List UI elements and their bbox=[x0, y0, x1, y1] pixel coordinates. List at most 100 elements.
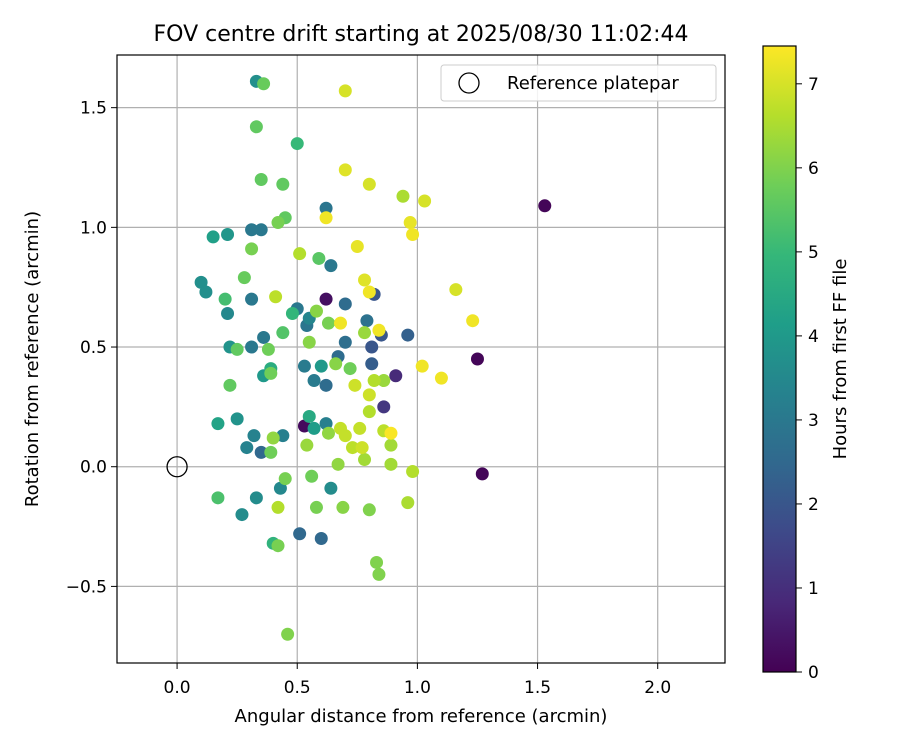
data-point bbox=[271, 216, 285, 230]
data-point bbox=[406, 228, 420, 242]
data-point bbox=[319, 292, 333, 306]
data-point bbox=[271, 500, 285, 514]
colorbar-tick-label: 4 bbox=[808, 327, 819, 347]
data-point bbox=[276, 326, 290, 340]
data-point bbox=[418, 194, 432, 208]
x-tick-label: 1.0 bbox=[404, 678, 431, 698]
data-point bbox=[309, 304, 323, 318]
data-point bbox=[355, 441, 369, 455]
data-point bbox=[278, 472, 292, 486]
data-point bbox=[206, 230, 220, 244]
data-point bbox=[211, 491, 225, 505]
data-point bbox=[230, 412, 244, 426]
data-point bbox=[307, 421, 321, 435]
data-point bbox=[240, 441, 254, 455]
data-point bbox=[312, 251, 326, 265]
data-point bbox=[254, 223, 268, 237]
data-point bbox=[223, 378, 237, 392]
colorbar-label: Hours from first FF file bbox=[830, 259, 851, 460]
data-point bbox=[211, 417, 225, 431]
data-point bbox=[346, 441, 360, 455]
y-tick-label: 1.5 bbox=[80, 99, 107, 119]
data-point bbox=[331, 457, 345, 471]
data-point bbox=[370, 555, 384, 569]
legend: Reference platepar bbox=[440, 64, 717, 102]
colorbar-tick-label: 2 bbox=[808, 495, 819, 515]
data-point bbox=[269, 290, 283, 304]
data-point bbox=[365, 357, 379, 371]
data-point bbox=[338, 335, 352, 349]
data-point bbox=[372, 567, 386, 581]
data-point bbox=[367, 374, 381, 388]
data-point bbox=[321, 426, 335, 440]
data-point bbox=[285, 307, 299, 321]
plot-frame bbox=[116, 54, 726, 664]
colorbar-tick-label: 6 bbox=[808, 159, 819, 179]
x-tick-label: 2.0 bbox=[644, 678, 671, 698]
y-tick-label: 0.5 bbox=[80, 338, 107, 358]
data-point bbox=[264, 366, 278, 380]
reference-marker-layer bbox=[166, 456, 188, 478]
data-point bbox=[336, 500, 350, 514]
data-point bbox=[384, 426, 398, 440]
data-point bbox=[245, 242, 259, 256]
data-point bbox=[449, 283, 463, 297]
x-tick-label: 0.0 bbox=[164, 678, 191, 698]
legend-reference-marker bbox=[458, 72, 480, 94]
data-point bbox=[300, 438, 314, 452]
y-axis-ticks: −0.5 0.0 0.5 1.0 1.5 bbox=[66, 99, 117, 597]
data-point bbox=[538, 199, 552, 213]
data-point bbox=[353, 421, 367, 435]
data-point bbox=[406, 465, 420, 479]
data-point bbox=[257, 77, 271, 91]
data-point bbox=[314, 359, 328, 373]
data-point bbox=[321, 316, 335, 330]
data-point bbox=[372, 323, 386, 337]
data-point bbox=[389, 369, 403, 383]
data-point bbox=[329, 357, 343, 371]
data-point bbox=[273, 481, 287, 495]
data-point bbox=[235, 508, 249, 522]
data-point bbox=[384, 438, 398, 452]
data-point bbox=[247, 429, 261, 443]
colorbar-tick-label: 5 bbox=[808, 243, 819, 263]
data-point bbox=[360, 314, 374, 328]
data-point bbox=[348, 378, 362, 392]
data-point bbox=[319, 201, 333, 215]
data-point bbox=[293, 527, 307, 541]
data-point bbox=[261, 342, 275, 356]
data-point bbox=[343, 362, 357, 376]
data-point bbox=[415, 359, 429, 373]
data-point bbox=[264, 445, 278, 459]
x-tick-label: 1.5 bbox=[524, 678, 551, 698]
data-point bbox=[466, 314, 480, 328]
data-point bbox=[249, 491, 263, 505]
data-point bbox=[290, 137, 304, 151]
data-point bbox=[314, 532, 328, 546]
grid bbox=[117, 55, 725, 663]
data-point bbox=[362, 177, 376, 191]
data-point bbox=[221, 228, 235, 242]
colorbar-tick-label: 0 bbox=[808, 663, 819, 683]
chart-title: FOV centre drift starting at 2025/08/30 … bbox=[154, 22, 689, 47]
data-point bbox=[324, 259, 338, 273]
legend-box bbox=[440, 64, 717, 102]
data-point bbox=[309, 500, 323, 514]
data-point bbox=[377, 374, 391, 388]
data-point bbox=[362, 503, 376, 517]
data-point bbox=[281, 627, 295, 641]
x-axis-ticks: 0.0 0.5 1.0 1.5 2.0 bbox=[164, 663, 671, 698]
data-point bbox=[305, 469, 319, 483]
data-point bbox=[401, 328, 415, 342]
colorbar-tick-label: 3 bbox=[808, 411, 819, 431]
data-point bbox=[266, 431, 280, 445]
data-point bbox=[338, 429, 352, 443]
data-point bbox=[276, 177, 290, 191]
data-point bbox=[475, 467, 489, 481]
data-point bbox=[338, 84, 352, 98]
data-point bbox=[218, 292, 232, 306]
data-point bbox=[254, 445, 268, 459]
colorbar-tick-label: 7 bbox=[808, 75, 819, 95]
data-point bbox=[403, 216, 417, 230]
data-point bbox=[384, 457, 398, 471]
